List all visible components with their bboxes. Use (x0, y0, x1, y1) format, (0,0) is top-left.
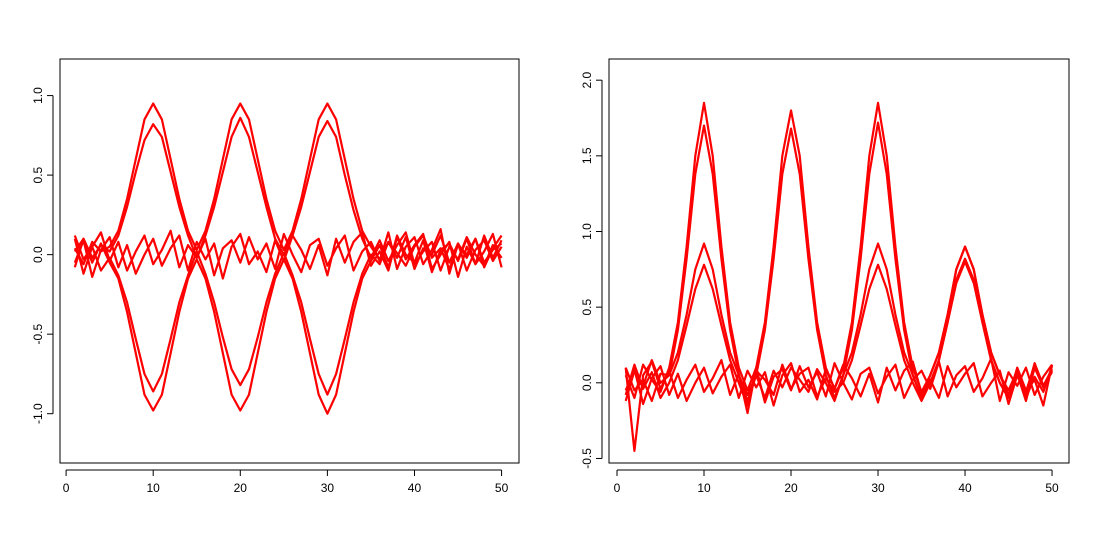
y-tick-label: 1.0 (580, 223, 594, 240)
x-tick-label: 30 (321, 481, 335, 495)
x-tick-label: 50 (1045, 481, 1059, 495)
y-tick-label: 1.5 (580, 147, 594, 164)
x-tick-label: 10 (147, 481, 161, 495)
y-tick-label: -0.5 (580, 448, 594, 469)
data-line (73, 231, 503, 280)
data-line (624, 357, 1053, 452)
x-tick-label: 10 (697, 481, 711, 495)
x-tick-label: 50 (495, 481, 509, 495)
y-tick-label: -0.5 (31, 324, 45, 345)
x-tick-label: 20 (784, 481, 798, 495)
plot-box (59, 58, 520, 464)
y-tick-label: 0.5 (31, 166, 45, 183)
plot-box (608, 58, 1070, 464)
x-tick-label: 40 (408, 481, 422, 495)
y-tick-label: -1.0 (31, 403, 45, 424)
y-tick-label: 0.0 (31, 246, 45, 263)
x-tick-label: 40 (958, 481, 972, 495)
x-tick-label: 0 (614, 481, 621, 495)
data-line (624, 360, 1054, 407)
data-line (624, 260, 1053, 407)
y-tick-label: 2.0 (580, 72, 594, 89)
x-tick-label: 0 (63, 481, 70, 495)
y-tick-label: 1.0 (31, 87, 45, 104)
x-tick-label: 20 (234, 481, 248, 495)
data-line (73, 228, 503, 277)
y-tick-label: 0.0 (580, 374, 594, 391)
data-line (624, 101, 1054, 403)
x-tick-label: 30 (871, 481, 885, 495)
y-tick-label: 0.5 (580, 298, 594, 315)
